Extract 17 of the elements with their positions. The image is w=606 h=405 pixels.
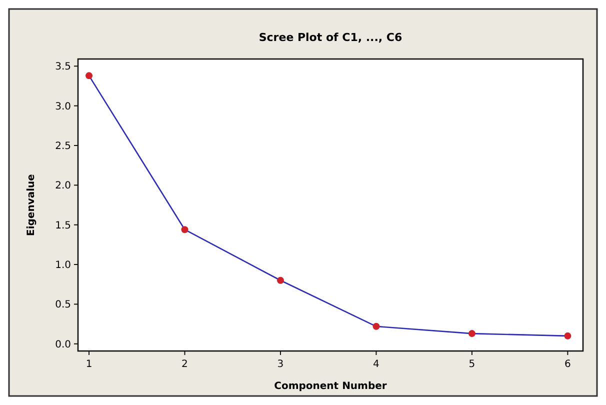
y-tick-label: 1.5 [55,220,71,232]
y-tick-label: 3.0 [55,101,71,112]
y-tick-label: 3.5 [55,62,71,73]
y-axis-title: Eigenvalue [26,174,37,236]
y-tick-label: 2.5 [55,140,71,152]
x-tick-label: 6 [564,359,571,370]
chart-title: Scree Plot of C1, ..., C6 [258,31,402,44]
x-axis-title: Component Number [274,381,387,392]
y-tick-label: 0.5 [55,300,71,311]
x-tick-label: 1 [86,359,92,370]
x-tick-label: 5 [468,359,476,370]
y-tick-label: 2.0 [55,180,71,192]
x-tick-label: 2 [182,359,188,370]
y-tick-label: 1.0 [55,260,71,272]
x-tick-label: 3 [277,359,284,370]
y-tick-label: 0.0 [55,339,71,350]
x-tick-label: 4 [373,359,380,370]
